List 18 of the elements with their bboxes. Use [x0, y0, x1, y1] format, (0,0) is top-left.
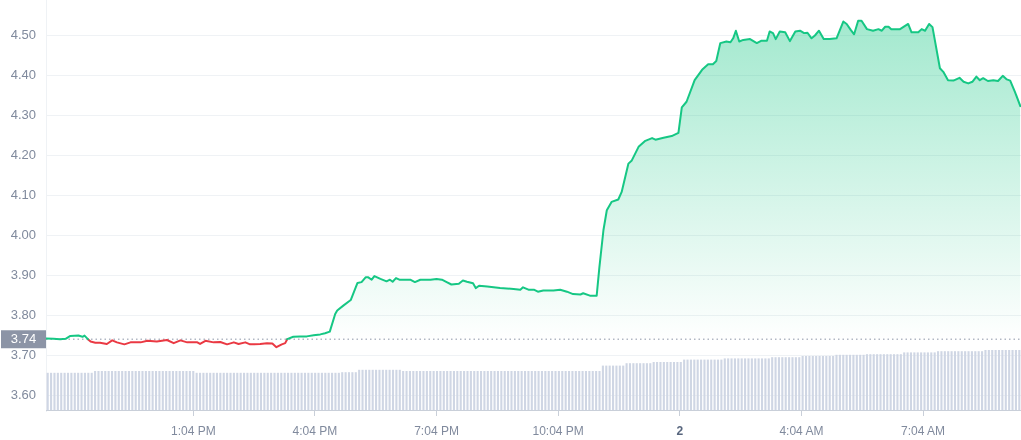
x-tick-label: 7:04 PM: [414, 423, 459, 438]
y-tick-label: 3.80: [10, 306, 36, 322]
ref-line-label: 3.74: [10, 331, 37, 347]
x-tick-label: 7:04 AM: [901, 423, 946, 438]
y-tick-label: 4.00: [10, 227, 36, 243]
x-tick-label: 1:04 PM: [170, 423, 216, 438]
y-tick-label: 4.40: [10, 67, 36, 83]
x-tick-label: 10:04 PM: [532, 423, 584, 438]
y-tick-label: 4.50: [10, 27, 36, 43]
y-tick-label: 3.70: [10, 346, 36, 362]
x-tick-label: 4:04 PM: [292, 423, 338, 438]
x-tick-label: 2: [676, 423, 684, 438]
y-tick-label: 3.90: [10, 266, 36, 282]
y-tick-label: 3.60: [10, 386, 36, 402]
y-tick-label: 4.10: [10, 187, 36, 203]
y-tick-label: 4.30: [10, 107, 36, 123]
x-tick-label: 4:04 AM: [779, 423, 824, 438]
y-tick-label: 4.20: [10, 147, 36, 163]
